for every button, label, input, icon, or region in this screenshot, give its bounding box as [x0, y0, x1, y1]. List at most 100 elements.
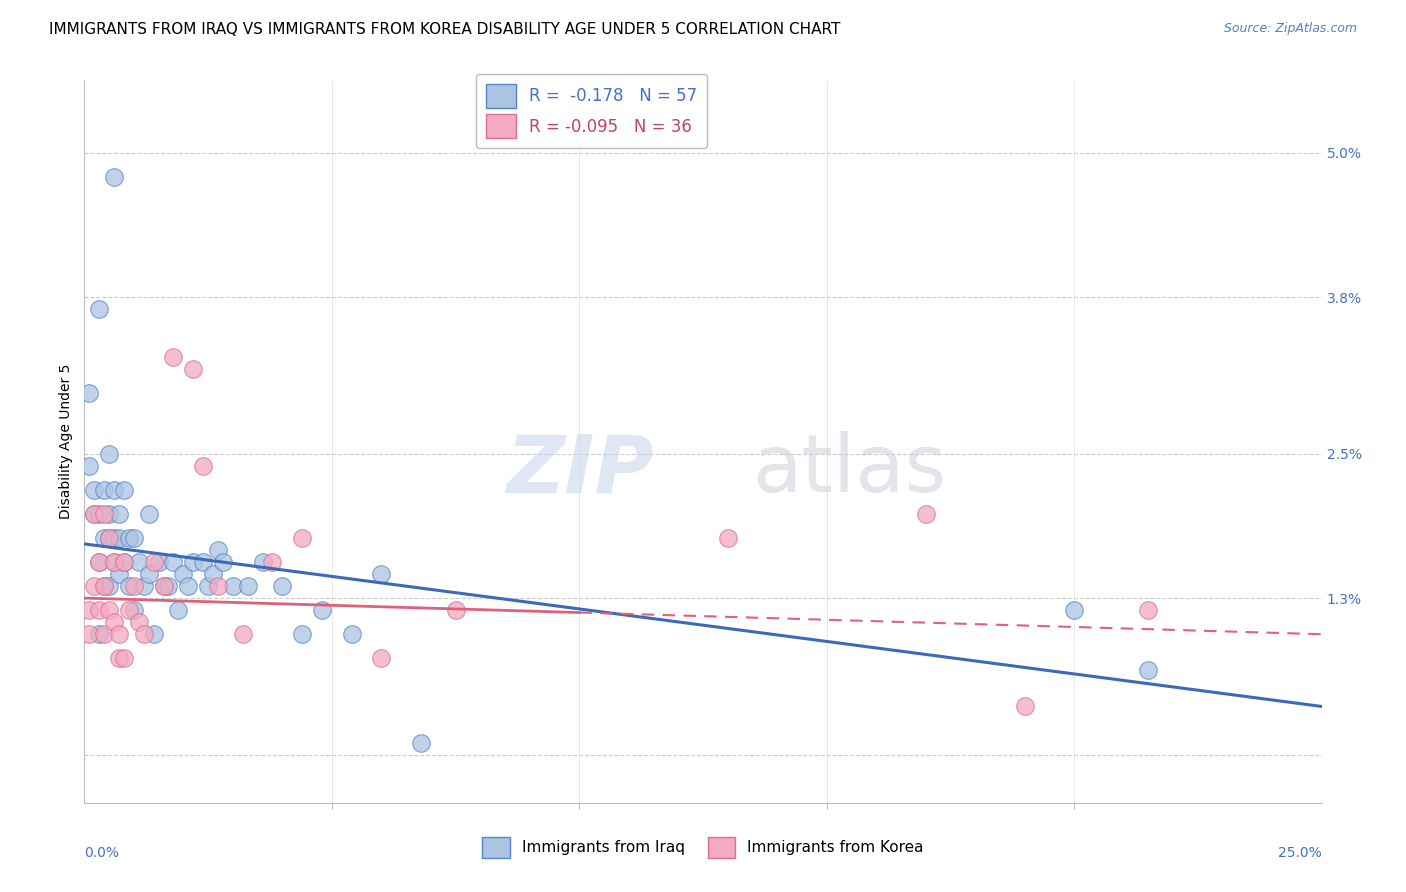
- Point: [181, 555, 204, 569]
- Point: [79, 386, 101, 401]
- Point: [112, 483, 135, 497]
- Point: [202, 567, 225, 582]
- Point: [108, 567, 131, 582]
- Point: [93, 579, 115, 593]
- Point: [122, 603, 145, 617]
- Point: [112, 651, 135, 665]
- Point: [98, 507, 121, 521]
- Point: [93, 579, 115, 593]
- Point: [112, 555, 135, 569]
- Point: [89, 301, 111, 317]
- Point: [236, 579, 259, 593]
- Text: Source: ZipAtlas.com: Source: ZipAtlas.com: [1223, 22, 1357, 36]
- Point: [409, 735, 432, 749]
- Point: [717, 531, 740, 545]
- Point: [98, 579, 121, 593]
- Point: [152, 579, 174, 593]
- Text: atlas: atlas: [752, 432, 946, 509]
- Point: [83, 507, 105, 521]
- Point: [1014, 699, 1036, 714]
- Point: [103, 555, 125, 569]
- Point: [262, 555, 284, 569]
- Point: [89, 555, 111, 569]
- Point: [177, 579, 200, 593]
- Point: [132, 579, 155, 593]
- Point: [118, 603, 141, 617]
- Point: [89, 507, 111, 521]
- Point: [207, 542, 229, 557]
- Point: [103, 169, 125, 184]
- Point: [212, 555, 235, 569]
- Point: [98, 531, 121, 545]
- Point: [128, 555, 150, 569]
- Point: [340, 627, 363, 641]
- Point: [108, 531, 131, 545]
- Point: [79, 603, 101, 617]
- Point: [103, 531, 125, 545]
- Point: [311, 603, 333, 617]
- Point: [157, 579, 180, 593]
- Point: [108, 507, 131, 521]
- Point: [83, 507, 105, 521]
- Point: [162, 555, 184, 569]
- Text: IMMIGRANTS FROM IRAQ VS IMMIGRANTS FROM KOREA DISABILITY AGE UNDER 5 CORRELATION: IMMIGRANTS FROM IRAQ VS IMMIGRANTS FROM …: [49, 22, 841, 37]
- Point: [181, 362, 204, 376]
- Point: [98, 446, 121, 460]
- Point: [138, 567, 160, 582]
- Point: [291, 627, 314, 641]
- Point: [93, 531, 115, 545]
- Point: [1137, 664, 1160, 678]
- Point: [132, 627, 155, 641]
- Point: [118, 579, 141, 593]
- Point: [108, 627, 131, 641]
- Point: [197, 579, 219, 593]
- Point: [191, 458, 214, 473]
- Point: [93, 627, 115, 641]
- Point: [93, 507, 115, 521]
- Point: [167, 603, 190, 617]
- Point: [112, 555, 135, 569]
- Point: [232, 627, 254, 641]
- Point: [222, 579, 245, 593]
- Point: [122, 531, 145, 545]
- Point: [108, 651, 131, 665]
- Point: [89, 627, 111, 641]
- Point: [148, 555, 170, 569]
- Point: [142, 627, 165, 641]
- Text: 0.0%: 0.0%: [84, 847, 120, 860]
- Point: [89, 603, 111, 617]
- Point: [444, 603, 467, 617]
- Point: [191, 555, 214, 569]
- Point: [103, 483, 125, 497]
- Point: [172, 567, 194, 582]
- Point: [162, 350, 184, 364]
- Point: [83, 579, 105, 593]
- Legend: Immigrants from Iraq, Immigrants from Korea: Immigrants from Iraq, Immigrants from Ko…: [472, 828, 934, 867]
- Text: ZIP: ZIP: [506, 432, 654, 509]
- Point: [103, 555, 125, 569]
- Point: [98, 531, 121, 545]
- Point: [89, 555, 111, 569]
- Point: [128, 615, 150, 630]
- Text: 25.0%: 25.0%: [1278, 847, 1322, 860]
- Point: [122, 579, 145, 593]
- Y-axis label: Disability Age Under 5: Disability Age Under 5: [59, 364, 73, 519]
- Point: [142, 555, 165, 569]
- Point: [93, 483, 115, 497]
- Point: [914, 507, 936, 521]
- Point: [79, 458, 101, 473]
- Point: [152, 579, 174, 593]
- Point: [207, 579, 229, 593]
- Point: [1137, 603, 1160, 617]
- Point: [370, 567, 392, 582]
- Point: [118, 531, 141, 545]
- Point: [1063, 603, 1085, 617]
- Point: [370, 651, 392, 665]
- Point: [271, 579, 294, 593]
- Point: [79, 627, 101, 641]
- Point: [98, 603, 121, 617]
- Point: [252, 555, 274, 569]
- Point: [138, 507, 160, 521]
- Point: [291, 531, 314, 545]
- Point: [83, 483, 105, 497]
